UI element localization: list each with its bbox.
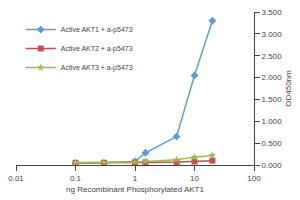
svg-text:1: 1 (133, 174, 138, 183)
svg-text:3.500: 3.500 (262, 8, 283, 17)
svg-text:10: 10 (190, 174, 199, 183)
svg-text:2.500: 2.500 (262, 52, 283, 61)
svg-text:100: 100 (247, 174, 261, 183)
svg-text:0.1: 0.1 (70, 174, 82, 183)
svg-text:Active AKT3 + a-p5473: Active AKT3 + a-p5473 (61, 64, 133, 72)
svg-text:0.500: 0.500 (262, 139, 283, 148)
svg-text:3.000: 3.000 (262, 30, 283, 39)
svg-text:2.000: 2.000 (262, 73, 283, 82)
svg-text:1.500: 1.500 (262, 95, 283, 104)
svg-text:Active AKT2 + a-p5473: Active AKT2 + a-p5473 (61, 45, 133, 53)
svg-text:0.01: 0.01 (8, 174, 24, 183)
svg-text:0.000: 0.000 (262, 161, 283, 170)
svg-text:1.000: 1.000 (262, 117, 283, 126)
svg-text:Active AKT1 + a-p5473: Active AKT1 + a-p5473 (61, 26, 133, 34)
svg-text:OD450nm: OD450nm (284, 70, 293, 107)
svg-text:ng Recombinant Phosphorylated: ng Recombinant Phosphorylated AKT1 (66, 185, 204, 194)
